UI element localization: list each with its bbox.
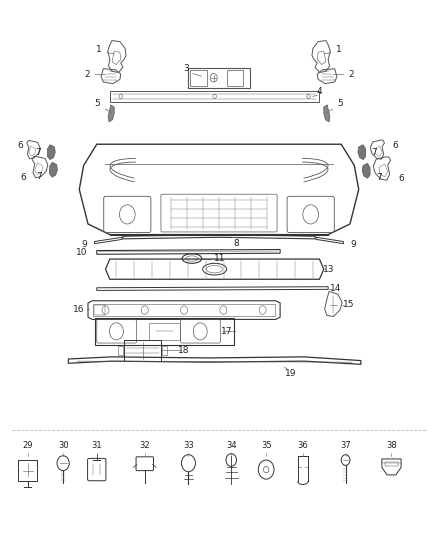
Text: 29: 29 xyxy=(22,441,33,450)
Polygon shape xyxy=(49,163,57,177)
Text: 6: 6 xyxy=(398,174,404,183)
Text: 6: 6 xyxy=(18,141,23,150)
Text: 7: 7 xyxy=(36,172,42,181)
Text: 31: 31 xyxy=(92,441,102,450)
Polygon shape xyxy=(47,145,55,160)
Text: 7: 7 xyxy=(35,148,41,157)
Text: 18: 18 xyxy=(178,346,190,355)
Text: 32: 32 xyxy=(139,441,150,450)
Polygon shape xyxy=(108,105,114,122)
Text: 16: 16 xyxy=(73,304,85,313)
Text: 6: 6 xyxy=(392,141,398,150)
Polygon shape xyxy=(362,164,370,178)
Text: 9: 9 xyxy=(81,240,88,249)
Text: 33: 33 xyxy=(183,441,194,450)
Text: 1: 1 xyxy=(336,45,342,54)
Text: 6: 6 xyxy=(21,173,26,182)
Text: 34: 34 xyxy=(226,441,237,450)
Text: 5: 5 xyxy=(95,99,100,108)
Text: 35: 35 xyxy=(261,441,272,450)
Text: 19: 19 xyxy=(285,369,297,378)
Text: 1: 1 xyxy=(96,45,102,54)
Text: 7: 7 xyxy=(376,173,381,182)
Text: 2: 2 xyxy=(84,70,89,78)
Text: 9: 9 xyxy=(350,240,357,249)
Text: 10: 10 xyxy=(76,248,87,257)
Text: 14: 14 xyxy=(330,284,341,293)
Text: 5: 5 xyxy=(338,99,343,108)
Text: 4: 4 xyxy=(317,86,322,95)
Text: 36: 36 xyxy=(297,441,308,450)
Text: 15: 15 xyxy=(343,300,354,309)
Polygon shape xyxy=(358,145,366,160)
Text: 30: 30 xyxy=(58,441,68,450)
Text: 2: 2 xyxy=(349,70,354,78)
Text: 13: 13 xyxy=(323,265,334,273)
Text: 7: 7 xyxy=(371,148,377,157)
Text: 38: 38 xyxy=(386,441,397,450)
Text: 8: 8 xyxy=(233,239,239,248)
Text: 17: 17 xyxy=(221,327,233,336)
Polygon shape xyxy=(324,105,330,122)
Text: 3: 3 xyxy=(184,64,189,72)
Text: 11: 11 xyxy=(214,254,226,263)
Text: 37: 37 xyxy=(340,441,351,450)
